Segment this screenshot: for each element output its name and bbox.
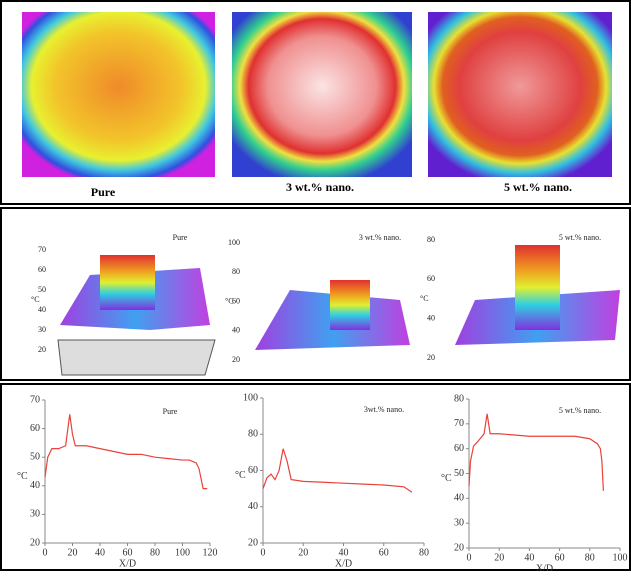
x-tick-label: 80	[150, 547, 160, 558]
y-tick-label: 30	[454, 517, 464, 528]
y-tick-label: 50	[30, 451, 40, 462]
y-tick-label: 60	[454, 443, 464, 454]
image-label: 3 wt.% nano.	[286, 180, 354, 194]
thermal-image	[428, 12, 612, 177]
y-tick-label: 30	[30, 509, 40, 520]
x-tick-label: 60	[123, 547, 133, 558]
x-tick-label: 40	[95, 547, 105, 558]
y-axis-label: °C	[441, 473, 452, 484]
x-tick-label: 40	[339, 547, 349, 558]
y-tick-label: 100	[243, 392, 258, 403]
z-tick-label: 40	[427, 313, 435, 322]
x-tick-label: 0	[467, 552, 472, 563]
surface-title: 5 wt.% nano.	[559, 233, 601, 242]
y-tick-label: 80	[454, 393, 464, 404]
y-tick-label: 40	[454, 493, 464, 504]
z-tick-label: 20	[232, 355, 240, 364]
z-tick-label: 60	[38, 265, 46, 274]
y-tick-label: 70	[30, 394, 40, 405]
z-tick-label: 20	[427, 353, 435, 362]
surface-art	[58, 245, 620, 375]
z-tick-label: 40	[38, 305, 46, 314]
x-tick-label: 20	[298, 547, 308, 558]
x-tick-label: 20	[68, 547, 78, 558]
z-tick-label: 20	[38, 345, 46, 354]
y-tick-label: 20	[248, 537, 258, 548]
z-tick-label: 100	[228, 238, 240, 247]
y-tick-label: 40	[30, 480, 40, 491]
z-tick-label: 80	[427, 235, 435, 244]
x-tick-label: 40	[524, 552, 534, 563]
z-tick-label: 40	[232, 326, 240, 335]
surface-title: 3 wt.% nano.	[359, 233, 401, 242]
x-axis-label: X/D	[536, 563, 553, 571]
chart-title: 3wt.% nano.	[364, 405, 404, 414]
y-tick-label: 40	[248, 501, 258, 512]
y-tick-label: 50	[454, 468, 464, 479]
x-tick-label: 80	[419, 547, 429, 558]
figure: Pure 3 wt.% nano. 5 wt.% nano. 20 30 40 50 6…	[0, 0, 631, 571]
z-axis-label: °C	[225, 296, 234, 305]
z-axis-label: °C	[420, 294, 429, 303]
x-tick-label: 60	[379, 547, 389, 558]
x-tick-label: 80	[585, 552, 595, 563]
z-axis-label: °C	[31, 295, 40, 304]
x-tick-label: 0	[43, 547, 48, 558]
z-tick-label: 50	[38, 285, 46, 294]
x-tick-label: 120	[203, 547, 218, 558]
z-tick-label: 30	[38, 325, 46, 334]
z-tick-label: 60	[427, 274, 435, 283]
page: {"thermal_images": {"labels": ["Pure", "…	[0, 0, 631, 571]
x-axis-label: X/D	[335, 558, 352, 569]
image-label: Pure	[91, 185, 116, 199]
x-tick-label: 60	[555, 552, 565, 563]
line	[263, 449, 412, 493]
x-tick-label: 100	[175, 547, 190, 558]
chart-title: 5 wt.% nano.	[559, 406, 601, 415]
z-tick-label: 80	[232, 267, 240, 276]
y-tick-label: 80	[248, 429, 258, 440]
chart-title: Pure	[163, 407, 178, 416]
y-tick-label: 20	[454, 542, 464, 553]
y-tick-label: 20	[30, 537, 40, 548]
x-tick-label: 100	[613, 552, 628, 563]
y-tick-label: 70	[454, 418, 464, 429]
y-axis-label: °C	[235, 470, 246, 481]
x-tick-label: 0	[261, 547, 266, 558]
image-label: 5 wt.% nano.	[504, 180, 572, 194]
x-axis-label: X/D	[119, 558, 136, 569]
thermal-image	[232, 12, 412, 177]
surface-title: Pure	[173, 233, 188, 242]
z-tick-label: 70	[38, 245, 46, 254]
panel-border	[1, 384, 630, 570]
y-tick-label: 60	[30, 423, 40, 434]
line	[45, 414, 207, 488]
thermal-image	[22, 12, 215, 177]
y-axis-label: °C	[17, 471, 28, 482]
line	[469, 414, 603, 491]
x-tick-label: 20	[494, 552, 504, 563]
y-tick-label: 60	[248, 465, 258, 476]
